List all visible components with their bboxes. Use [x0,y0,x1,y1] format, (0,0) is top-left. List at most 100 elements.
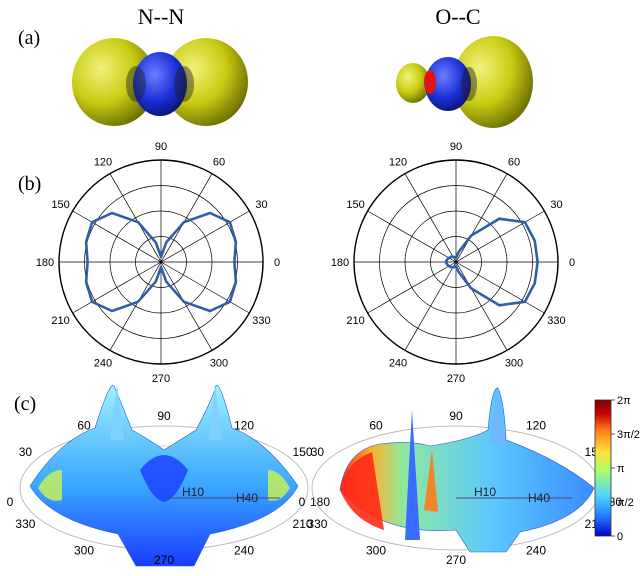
surface-angle-label: 240 [234,543,254,557]
polar-spoke [367,261,457,314]
polar-spoke [455,173,508,263]
surface-axis-label-h10: H10 [182,485,204,499]
polar-angle-label: 270 [447,373,465,385]
surface-angle-label: 30 [311,445,325,459]
colorbar-tick-label: 2π [617,395,631,407]
polar-angle-label: 180 [331,257,349,269]
polar-spoke [72,261,162,314]
polar-spoke [367,210,457,263]
surface-angle-label: 270 [154,553,174,567]
polar-angle-label: 240 [389,357,407,369]
surface-angle-label: 0 [7,495,14,509]
surface-angle-label: 30 [19,445,33,459]
orbital-shadow-left [126,66,146,102]
surface-angle-label: 90 [157,409,171,423]
surface-peak-left [405,410,420,540]
panel-label-a: (a) [18,27,40,49]
surface-peak-left [110,384,124,440]
polar-angle-label: 30 [255,199,267,211]
polar-angle-label: 270 [152,373,170,385]
polar-angle-label: 90 [450,141,462,153]
orbital-title-co: O--C [435,4,480,29]
polar-angle-label: 300 [505,357,523,369]
surface-angle-label: 120 [526,419,546,433]
polar-spoke [455,261,508,351]
polar-spoke [109,173,162,263]
surface-angle-label: 330 [15,517,35,531]
surface-peak-right [208,384,222,440]
surface-center [140,455,188,502]
polar-angle-label: 240 [94,357,112,369]
orbital-lobe-right [164,38,248,126]
polar-angle-label: 60 [213,157,225,169]
panel-label-c: (c) [14,393,36,415]
polar-angle-label: 300 [210,357,228,369]
surface-angle-label: 120 [234,419,254,433]
orbital-co: O--C [396,4,533,128]
orbital-shadow-right [174,66,194,102]
polar-angle-label: 330 [547,315,565,327]
polar-spoke [160,261,213,351]
polar-angle-label: 330 [252,315,270,327]
surface-angle-label: 330 [307,517,327,531]
colorbar-tick-label: π/2 [617,497,634,509]
polar-plot-n2: 0 30 60 90 120 150 180 210 240 270 300 330 [36,141,280,385]
polar-angle-label: 120 [94,157,112,169]
polar-spoke [455,210,545,263]
surface-angle-label: 270 [446,553,466,567]
polar-spoke [404,261,457,351]
polar-angle-label: 0 [274,257,280,269]
surface-red-region [340,452,384,530]
polar-spoke [160,261,250,314]
polar-angle-label: 150 [346,199,364,211]
surface-axis-label-h10: H10 [474,485,496,499]
polar-angle-label: 90 [155,141,167,153]
orbital-n2: N--N [72,4,248,126]
orbital-shadow [461,67,477,101]
polar-angle-label: 210 [51,315,69,327]
polar-angle-label: 0 [569,257,575,269]
surface-angle-label: 240 [526,543,546,557]
colorbar-tick-label: π [617,463,625,475]
surface-angle-label: 0 [299,495,306,509]
surface-axis-label-h40: H40 [528,491,550,505]
polar-spoke [72,210,162,263]
orbital-core-accent [424,70,436,94]
colorbar-tick-label: 3π/2 [617,429,640,441]
surface-axis-label-h40: H40 [236,491,258,505]
polar-plot-co: 0 30 60 90 120 150 180 210 240 270 300 330 [331,141,575,385]
polar-spoke [109,261,162,351]
colorbar-gradient [594,399,612,537]
surface-body [339,387,595,553]
orbital-core [425,57,471,111]
surface-angle-label: 300 [366,543,386,557]
polar-series-line [84,211,238,313]
orbital-lobe-large [453,36,533,128]
orbital-title-n2: N--N [138,4,185,29]
surface-edge-right [268,470,290,501]
polar-spoke [160,210,250,263]
polar-angle-label: 60 [508,157,520,169]
polar-angle-label: 210 [346,315,364,327]
surface-angle-label: 60 [369,419,383,433]
surface-angle-label: 150 [293,445,313,459]
colorbar-tick-label: 0 [617,531,623,543]
polar-spoke [404,173,457,263]
colorbar-ticks: 0 π/2 π 3π/2 2π [611,395,640,543]
polar-angle-label: 150 [51,199,69,211]
surface-angle-label: 210 [293,517,313,531]
surface-angle-label: 90 [449,409,463,423]
polar-angle-label: 30 [550,199,562,211]
surface-edge-left [38,470,62,501]
polar-spoke [160,173,213,263]
orbital-lobe-small [396,63,430,103]
polar-angle-label: 120 [389,157,407,169]
surface-angle-label: 180 [310,495,330,509]
polar-angle-label: 180 [36,257,54,269]
orbital-lobe-left [72,38,156,126]
colorbar: 0 π/2 π 3π/2 2π [594,395,640,543]
polar-spoke [455,261,545,314]
